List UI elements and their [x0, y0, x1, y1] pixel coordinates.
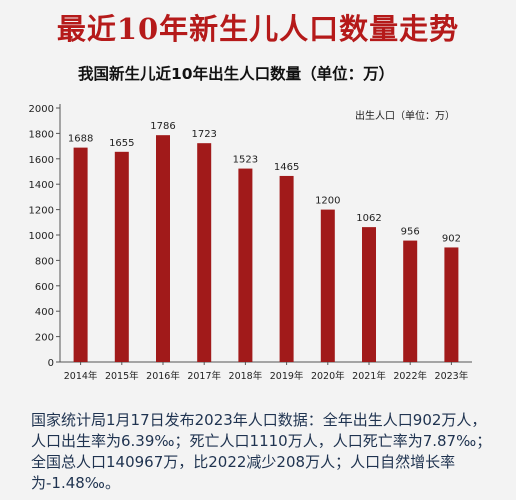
- x-tick-label: 2021年: [352, 370, 386, 382]
- y-tick-label: 200: [35, 333, 54, 344]
- bar-value-label: 1465: [274, 162, 299, 173]
- bar: [156, 135, 170, 362]
- bar: [279, 175, 294, 362]
- bar: [403, 240, 418, 362]
- x-tick-label: 2016年: [146, 370, 180, 382]
- y-tick-label: 1600: [29, 155, 54, 166]
- headline: 最近10年新生儿人口数量走势: [56, 12, 460, 46]
- bar: [320, 209, 335, 362]
- bar: [238, 168, 253, 362]
- y-tick-label: 1200: [29, 206, 54, 217]
- bar: [114, 151, 129, 362]
- chart-legend: 出生人口（单位：万）: [355, 111, 455, 122]
- bar: [362, 227, 376, 362]
- chart-title: 我国新生儿近10年出生人口数量（单位：万）: [78, 65, 395, 83]
- footnote: 国家统计局1月17日发布2023年人口数据：全年出生人口902万人，人口出生率为…: [31, 411, 492, 492]
- bar: [73, 147, 88, 362]
- x-tick-label: 2023年: [435, 370, 469, 382]
- y-tick-label: 1400: [29, 180, 54, 191]
- x-tick-label: 2019年: [270, 370, 304, 382]
- x-tick-label: 2014年: [64, 370, 98, 382]
- y-tick-label: 800: [35, 256, 54, 267]
- y-tick-label: 400: [35, 307, 54, 318]
- bar-value-label: 1688: [68, 134, 93, 145]
- x-tick-label: 2020年: [311, 370, 345, 382]
- bar-value-label: 1200: [315, 196, 340, 207]
- y-tick-label: 2000: [29, 104, 54, 115]
- y-tick-label: 600: [35, 282, 54, 293]
- x-tick-label: 2018年: [229, 370, 263, 382]
- bar-chart: 0 200 400 600 800 1000 1200 1400 1600 1800 2000 168…: [29, 104, 472, 382]
- bar-value-label: 1062: [356, 213, 381, 224]
- x-tick-label: 2015年: [105, 370, 139, 382]
- bar-value-label: 1523: [233, 155, 258, 166]
- bar-value-label: 902: [442, 233, 461, 244]
- y-tick-label: 0: [48, 358, 54, 369]
- x-tick-label: 2017年: [187, 370, 221, 382]
- bar: [197, 143, 212, 362]
- bar-value-label: 1723: [191, 129, 216, 140]
- y-tick-label: 1000: [29, 231, 54, 242]
- x-tick-label: 2022年: [393, 370, 427, 382]
- bar-value-label: 956: [401, 227, 420, 238]
- bar-value-label: 1786: [150, 121, 175, 132]
- bar: [444, 247, 459, 362]
- bar-value-label: 1655: [109, 138, 134, 149]
- y-tick-label: 1800: [29, 129, 54, 140]
